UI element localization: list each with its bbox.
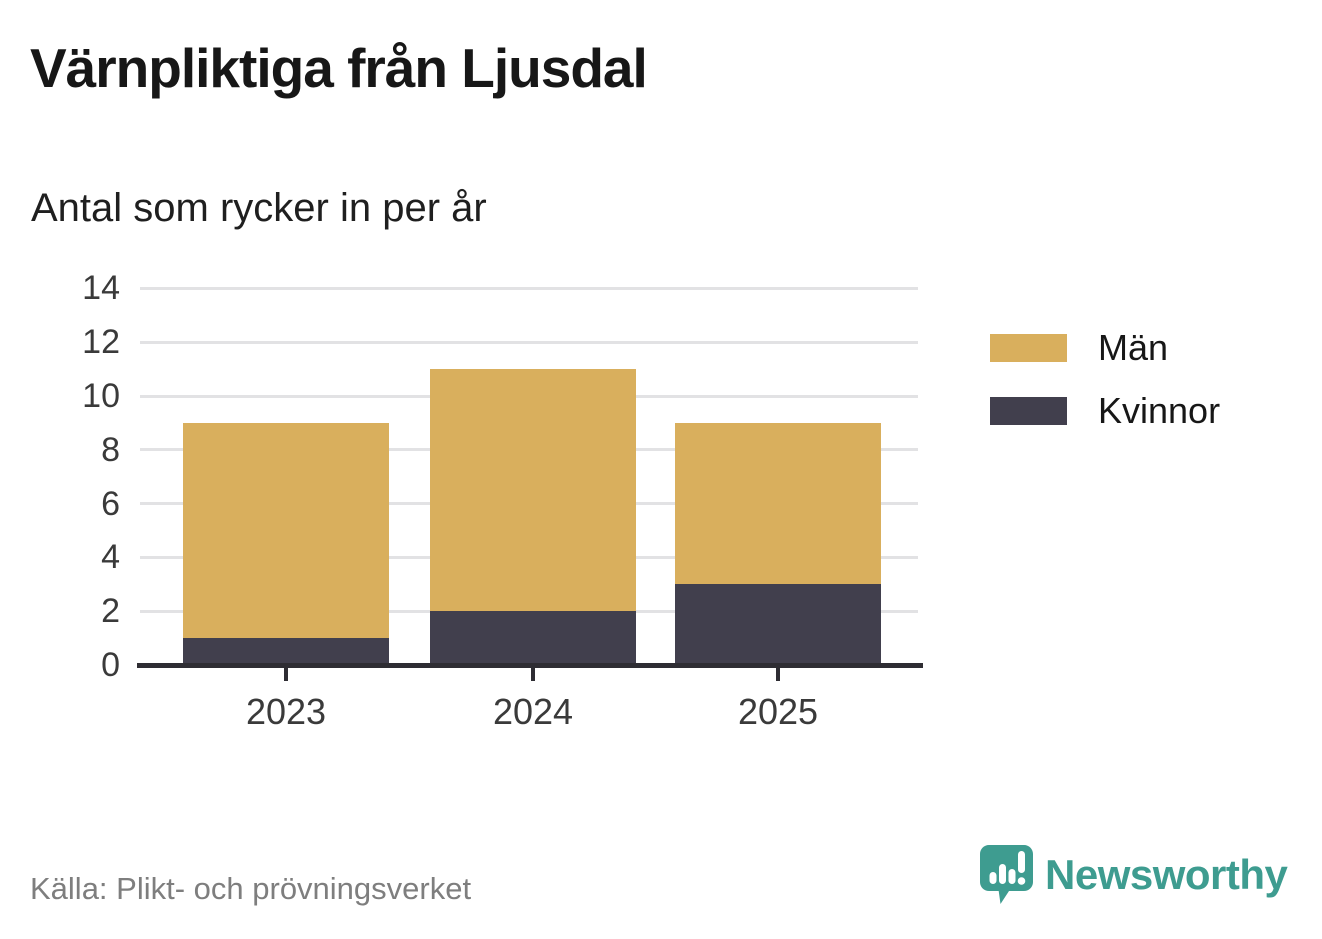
- legend-swatch-kvinnor: [990, 397, 1067, 425]
- y-axis-tick-label: 4: [101, 538, 120, 577]
- y-axis-tick-label: 12: [82, 323, 120, 362]
- grid-line: [140, 340, 918, 344]
- bar-segment-kvinnor: [183, 638, 389, 663]
- x-axis-tick-mark: [776, 668, 780, 681]
- legend-swatch-man: [990, 334, 1067, 362]
- bar-segment-man: [675, 422, 881, 585]
- x-axis-tick-label: 2025: [737, 691, 819, 732]
- chart-title: Värnpliktiga från Ljusdal: [30, 37, 648, 99]
- bar-segment-man: [183, 422, 389, 639]
- grid-line: [140, 286, 918, 290]
- y-axis-tick-label: 6: [101, 484, 120, 523]
- y-axis-tick-label: 14: [82, 269, 120, 308]
- chart-subtitle: Antal som rycker in per år: [31, 186, 487, 230]
- legend-item-kvinnor: Kvinnor: [990, 393, 1220, 429]
- bar-segment-kvinnor: [430, 611, 636, 663]
- source-attribution: Källa: Plikt- och prövningsverket: [30, 871, 472, 906]
- x-axis-line: [137, 663, 923, 668]
- legend-item-man: Män: [990, 330, 1220, 366]
- y-axis-tick-label: 8: [101, 430, 120, 469]
- x-axis-tick-label: 2023: [245, 691, 327, 732]
- legend: Män Kvinnor: [990, 330, 1220, 429]
- newsworthy-icon: [980, 845, 1033, 904]
- x-axis-tick-label: 2024: [492, 691, 574, 732]
- x-axis-tick-mark: [531, 668, 535, 681]
- legend-label-kvinnor: Kvinnor: [1098, 390, 1221, 431]
- y-axis-tick-label: 0: [101, 646, 120, 684]
- bar-segment-kvinnor: [675, 584, 881, 663]
- bar-segment-man: [430, 369, 636, 612]
- x-axis-tick-mark: [284, 668, 288, 681]
- brand-name: Newsworthy: [1045, 850, 1288, 898]
- y-axis-tick-label: 10: [82, 377, 120, 415]
- brand-logo: Newsworthy: [978, 843, 1288, 906]
- legend-label-man: Män: [1098, 327, 1169, 368]
- y-axis-tick-label: 2: [101, 592, 120, 631]
